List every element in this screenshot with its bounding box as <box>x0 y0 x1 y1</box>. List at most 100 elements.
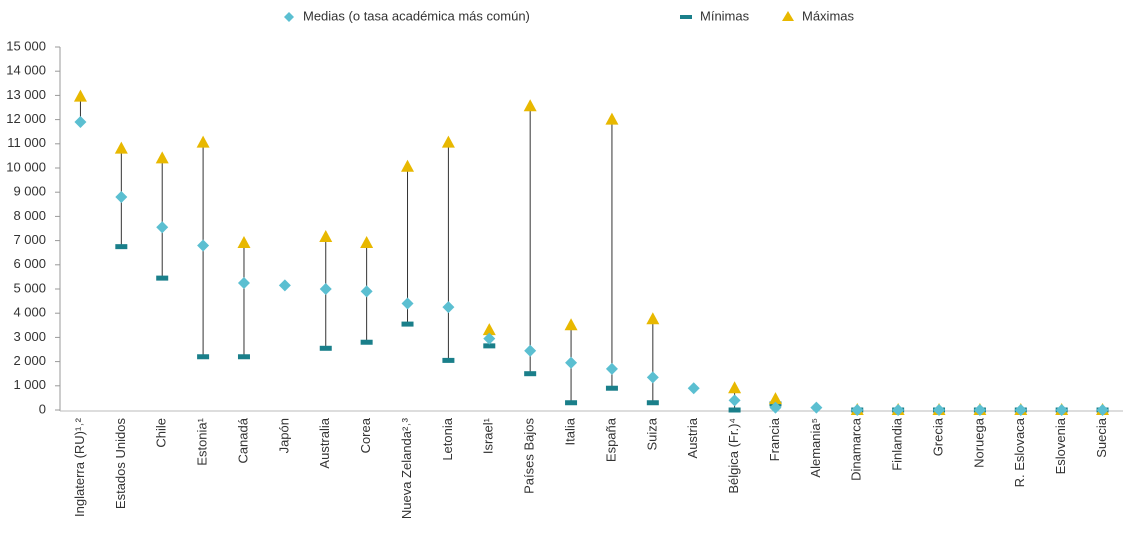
min-marker <box>237 354 250 360</box>
x-tick-label: Finlandia <box>890 417 905 471</box>
x-tick-label: Suecia <box>1094 417 1109 458</box>
y-tick-label: 14 000 <box>6 63 46 78</box>
max-marker <box>319 229 333 242</box>
y-tick-label: 10 000 <box>6 159 46 174</box>
x-tick-label: Letonia <box>440 417 455 460</box>
mean-marker <box>442 301 455 314</box>
y-tick-label: 8 000 <box>13 208 46 223</box>
x-tick-label: Bélgica (Fr.)⁴ <box>726 418 741 494</box>
min-marker <box>401 321 414 327</box>
mean-marker <box>524 344 537 357</box>
x-tick-label: Grecia <box>930 417 945 456</box>
y-tick-label: 6 000 <box>13 256 46 271</box>
legend-marker <box>284 12 294 22</box>
mean-marker <box>1055 404 1068 416</box>
min-marker <box>646 400 659 406</box>
mean-marker <box>769 401 782 414</box>
y-tick-label: 1 000 <box>13 377 46 392</box>
mean-marker <box>810 401 823 414</box>
max-marker <box>196 135 210 148</box>
max-marker <box>728 381 742 394</box>
max-marker <box>155 151 169 164</box>
mean-marker <box>1014 404 1027 416</box>
x-tick-label: Suiza <box>644 417 659 450</box>
mean-marker <box>360 285 373 298</box>
min-marker <box>524 371 537 377</box>
min-marker <box>360 339 373 345</box>
y-tick-label: 7 000 <box>13 232 46 247</box>
mean-marker <box>646 371 659 384</box>
x-tick-label: Israel¹ <box>481 417 496 454</box>
min-marker <box>197 354 210 360</box>
max-marker <box>605 112 619 125</box>
max-marker <box>768 392 782 405</box>
max-marker <box>523 99 537 112</box>
mean-marker <box>401 297 414 310</box>
x-tick-label: Chile <box>154 418 169 448</box>
mean-marker <box>851 404 864 416</box>
mean-marker <box>197 239 210 252</box>
x-tick-label: Eslovenia <box>1053 417 1068 474</box>
mean-marker <box>319 283 332 295</box>
min-marker <box>565 400 578 406</box>
y-tick-label: 11 000 <box>7 135 46 150</box>
legend-label: Mínimas <box>700 8 750 23</box>
mean-marker <box>973 404 986 416</box>
mean-marker <box>565 356 578 369</box>
max-marker <box>73 89 87 102</box>
x-tick-label: Dinamarca <box>849 417 864 481</box>
min-marker <box>115 244 128 250</box>
x-tick-label: Australia <box>317 417 332 468</box>
y-tick-label: 15 000 <box>6 38 46 53</box>
mean-marker <box>933 404 946 416</box>
y-tick-label: 5 000 <box>13 280 46 295</box>
y-tick-label: 4 000 <box>13 305 46 320</box>
x-tick-label: Noruega <box>971 417 986 468</box>
mean-marker <box>115 191 128 204</box>
legend-marker <box>782 11 794 21</box>
legend-label: Máximas <box>802 8 855 23</box>
mean-marker <box>74 116 87 129</box>
y-tick-label: 9 000 <box>13 184 46 199</box>
y-tick-label: 12 000 <box>6 111 46 126</box>
x-tick-label: Países Bajos <box>522 418 537 494</box>
mean-marker <box>687 382 700 395</box>
min-marker <box>442 357 455 363</box>
x-tick-label: R. Eslovaca <box>1012 417 1027 487</box>
max-marker <box>237 236 251 249</box>
max-marker <box>482 323 496 336</box>
mean-marker <box>605 362 618 375</box>
x-tick-label: Estados Unidos <box>113 418 128 510</box>
min-marker <box>605 385 618 391</box>
mean-marker <box>483 332 496 345</box>
x-tick-label: Austria <box>685 417 700 458</box>
max-marker <box>564 318 578 331</box>
max-marker <box>401 159 415 172</box>
x-tick-label: España <box>603 417 618 462</box>
x-tick-label: Canadá <box>235 417 250 463</box>
min-marker <box>728 407 741 413</box>
x-tick-label: Corea <box>358 417 373 453</box>
y-tick-label: 3 000 <box>13 329 46 344</box>
max-marker <box>114 141 128 154</box>
mean-marker <box>728 394 741 407</box>
mean-marker <box>892 404 905 416</box>
mean-marker <box>1096 404 1109 416</box>
legend-label: Medias (o tasa académica más común) <box>303 8 530 23</box>
min-marker <box>319 345 332 351</box>
x-tick-label: Japón <box>276 418 291 453</box>
mean-marker <box>156 221 169 234</box>
x-tick-label: Alemania⁵ <box>808 418 823 478</box>
x-tick-label: Italia <box>562 417 577 445</box>
min-marker <box>156 275 169 281</box>
mean-marker <box>278 279 291 292</box>
legend-marker <box>680 15 692 19</box>
max-marker <box>441 135 455 148</box>
x-tick-label: Estonia¹ <box>195 417 210 465</box>
mean-marker <box>237 276 250 289</box>
max-marker <box>646 312 660 325</box>
min-marker <box>483 343 496 349</box>
y-tick-label: 0 <box>39 401 46 416</box>
y-tick-label: 2 000 <box>13 353 46 368</box>
